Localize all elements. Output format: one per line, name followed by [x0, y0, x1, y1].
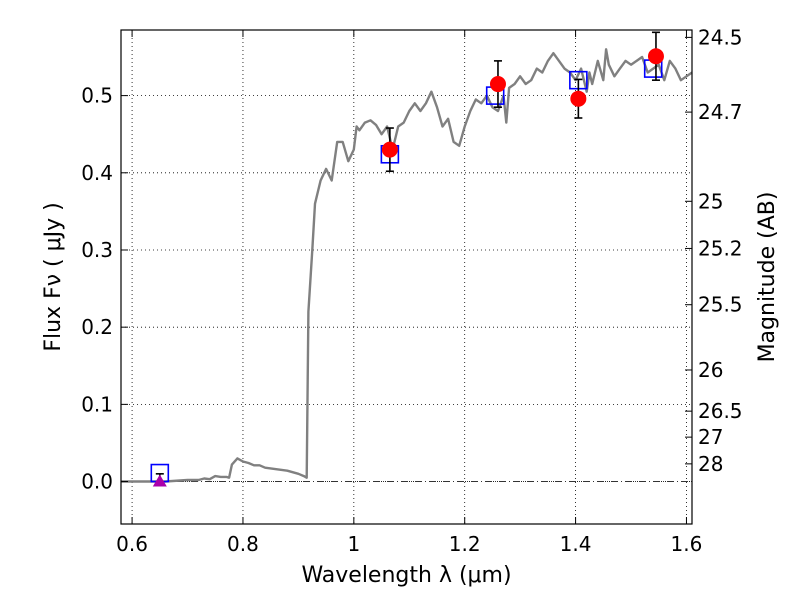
mag-tick-label: 28	[698, 452, 723, 476]
mag-tick-label: 25.2	[698, 236, 743, 260]
observed-flux-point	[381, 141, 398, 158]
y-tick-label: 0.4	[81, 161, 113, 185]
magnitude-axis-label: Magnitude (AB)	[755, 192, 780, 363]
mag-tick-label: 24.7	[698, 100, 743, 124]
x-tick-label: 1.4	[560, 532, 592, 556]
mag-tick-label: 25	[698, 189, 723, 213]
x-tick-label: 0.8	[227, 532, 259, 556]
y-tick-label: 0.5	[81, 84, 113, 108]
mag-tick-label: 27	[698, 425, 723, 449]
x-axis-label: Wavelength λ (μm)	[301, 563, 511, 588]
axis-layer: 0.6 0.8 1 1.2 1.4 1.6 0.0 0.1 0.2 0.3 0.4 0.5 24.5 24…	[81, 25, 742, 556]
y-axis-label: Flux Fν ( μJy )	[41, 202, 66, 351]
mag-tick-label: 26	[698, 358, 723, 382]
plot-frame	[120, 29, 693, 525]
model-spectrum-line	[121, 48, 693, 483]
observed-flux-point	[570, 90, 587, 107]
mag-tick-label: 26.5	[698, 399, 743, 423]
x-tick-label: 0.6	[116, 532, 148, 556]
x-tick-label: 1	[347, 532, 360, 556]
x-tick-label: 1.6	[671, 532, 703, 556]
observed-flux-point	[647, 48, 664, 65]
mag-tick-label: 25.5	[698, 293, 743, 317]
y-tick-label: 0.1	[81, 392, 113, 416]
upper-limit-marker	[152, 474, 167, 487]
mag-tick-label: 24.5	[698, 25, 743, 49]
y-tick-label: 0.3	[81, 238, 113, 262]
data-layer	[121, 31, 693, 487]
grid-layer	[121, 30, 692, 524]
y-tick-label: 0.0	[81, 470, 113, 494]
observed-flux-point	[489, 76, 506, 93]
x-tick-label: 1.2	[449, 532, 481, 556]
y-tick-label: 0.2	[81, 315, 113, 339]
